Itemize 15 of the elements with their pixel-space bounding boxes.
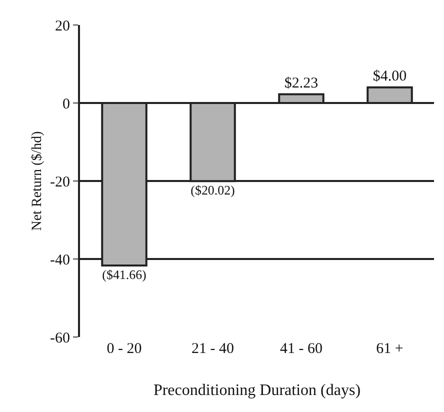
data-label: $4.00 xyxy=(372,68,407,84)
y-tick-label: -60 xyxy=(50,330,70,346)
y-tick-label: 20 xyxy=(55,18,70,34)
data-label: ($41.66) xyxy=(102,266,146,282)
y-tick-label: -20 xyxy=(50,174,70,190)
data-label: ($20.02) xyxy=(190,182,235,198)
x-tick-label: 41 - 60 xyxy=(280,341,322,357)
x-axis-title: Preconditioning Duration (days) xyxy=(153,382,361,399)
x-tick-label: 61 + xyxy=(376,341,404,357)
y-axis-title: Net Return ($/hd) xyxy=(30,130,45,231)
y-tick-label: 0 xyxy=(62,96,70,112)
x-tick-label: 21 - 40 xyxy=(192,341,234,357)
x-tick-label: 0 - 20 xyxy=(106,341,142,357)
data-label: $2.23 xyxy=(284,75,318,92)
y-tick-label: -40 xyxy=(50,252,70,268)
